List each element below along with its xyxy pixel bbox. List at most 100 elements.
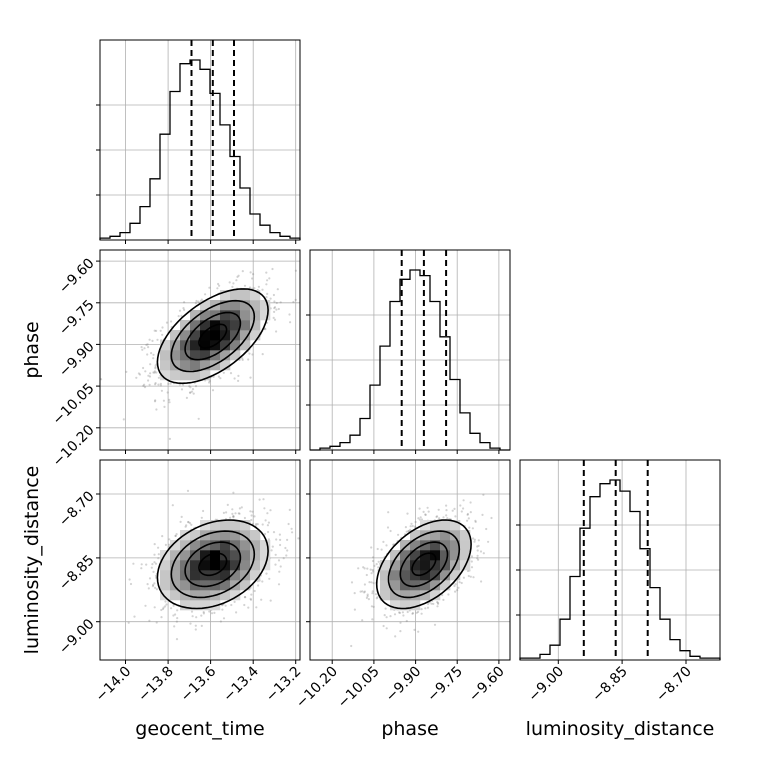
density-cell: [190, 600, 201, 611]
sample-point: [459, 504, 462, 507]
sample-point: [129, 582, 133, 586]
sample-point: [237, 274, 240, 277]
sample-point: [125, 370, 128, 373]
sample-point: [382, 540, 385, 544]
sample-point: [147, 346, 150, 349]
sample-point: [275, 308, 278, 311]
density-cell: [220, 590, 231, 601]
density-cell: [260, 310, 271, 321]
sample-point: [247, 358, 250, 361]
density-cell: [430, 530, 441, 541]
contour-line-2: [170, 530, 256, 599]
sample-point: [164, 543, 167, 547]
density-cell: [400, 550, 411, 561]
sample-point: [405, 530, 408, 533]
sample-point: [168, 401, 171, 404]
sample-point: [426, 506, 429, 509]
sample-point: [274, 553, 277, 556]
sample-point: [287, 522, 290, 526]
sample-point: [261, 523, 264, 526]
tick-label-phase: −10.05: [50, 380, 98, 428]
sample-point: [373, 564, 376, 568]
sample-point: [413, 628, 416, 632]
density-cell: [190, 540, 201, 551]
x-axis-label-luminosity_distance: luminosity_distance: [526, 718, 715, 740]
sample-point: [389, 615, 392, 618]
tick-label-phase: −10.20: [50, 422, 98, 470]
sample-point: [267, 538, 270, 541]
sample-point: [251, 510, 254, 513]
sample-point: [175, 533, 178, 536]
sample-point: [250, 514, 253, 517]
sample-point: [286, 549, 289, 552]
sample-point: [145, 563, 148, 566]
density-cell: [410, 540, 421, 551]
density-cell: [230, 330, 241, 341]
sample-point: [165, 321, 169, 324]
sample-point: [458, 581, 461, 584]
sample-point: [278, 533, 281, 536]
sample-point: [476, 545, 479, 548]
contour-line-3: [156, 519, 269, 610]
tick-label-phase: −9.75: [424, 664, 466, 706]
sample-point: [476, 554, 479, 557]
sample-point: [225, 511, 228, 514]
sample-point: [230, 603, 233, 607]
contour-line-2: [170, 299, 256, 373]
tick-label-luminosity_distance: −8.70: [56, 488, 98, 530]
sample-point: [446, 517, 449, 520]
sample-point: [268, 277, 271, 280]
density-cell: [220, 340, 231, 351]
sample-point: [466, 519, 469, 522]
sample-point: [427, 602, 430, 606]
sample-point: [249, 376, 252, 379]
sample-point: [371, 590, 374, 593]
y-axis-label-luminosity_distance: luminosity_distance: [21, 466, 43, 655]
sample-point: [457, 586, 460, 589]
sample-point: [149, 363, 152, 366]
sample-point: [288, 508, 291, 511]
sample-point: [271, 267, 274, 271]
density-cell: [230, 320, 241, 331]
panel-frame-1-2: [309, 459, 511, 661]
sample-point: [202, 611, 205, 614]
density-cell: [190, 590, 201, 601]
density-cell: [420, 540, 431, 551]
density-cell: [230, 550, 241, 561]
sample-point: [371, 592, 374, 595]
sample-point: [154, 367, 157, 370]
sample-point: [244, 596, 247, 599]
sample-point: [268, 577, 271, 580]
sample-point: [185, 396, 188, 399]
tick-label-geocent_time: −13.6: [178, 663, 220, 705]
sample-point: [195, 299, 198, 303]
y-axis-label-phase: phase: [21, 321, 43, 378]
density-cell: [260, 300, 271, 311]
sample-point: [234, 512, 237, 515]
sample-point: [275, 301, 278, 305]
sample-point: [248, 286, 252, 289]
density-cell: [180, 320, 191, 331]
contour-line-0: [198, 323, 228, 349]
density-cell: [170, 580, 181, 591]
tick-label-luminosity_distance: −9.00: [56, 616, 98, 658]
sample-point: [175, 620, 178, 623]
density-cell: [240, 540, 251, 551]
sample-point: [228, 281, 231, 284]
sample-point: [430, 602, 433, 605]
sample-point: [232, 282, 235, 285]
density-cell: [190, 330, 201, 341]
sample-point: [191, 388, 195, 391]
sample-point: [399, 621, 402, 624]
density-cell: [170, 570, 181, 581]
sample-point: [401, 611, 404, 614]
density-cell: [180, 360, 191, 371]
sample-point: [154, 574, 158, 578]
sample-point: [122, 418, 125, 421]
density-cell: [420, 580, 431, 591]
sample-point: [148, 338, 151, 341]
sample-point: [211, 389, 215, 392]
sample-point: [382, 624, 385, 628]
histogram-geocent_time: [99, 59, 301, 240]
